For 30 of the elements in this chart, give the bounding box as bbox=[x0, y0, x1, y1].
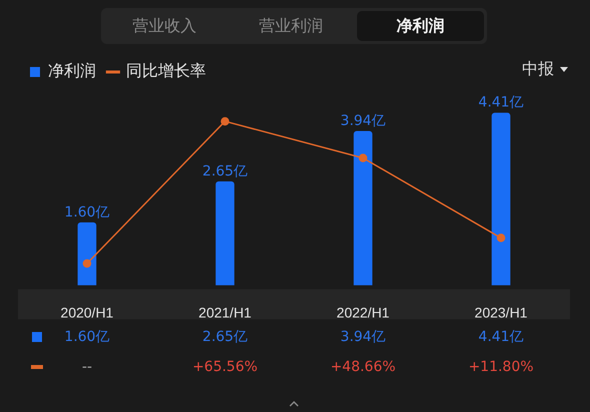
text: 中报 bbox=[522, 59, 554, 80]
text: 4.41亿 bbox=[478, 94, 524, 111]
text: 2.65亿 bbox=[202, 163, 248, 180]
data-label: +65.56% bbox=[192, 358, 258, 375]
text: 1.60亿 bbox=[64, 204, 110, 220]
data-label: 1.60亿 bbox=[64, 328, 110, 345]
data-label: +48.66% bbox=[330, 358, 396, 375]
text: 营业利润 bbox=[258, 15, 324, 37]
point bbox=[496, 234, 506, 242]
data-label: 2.65亿 bbox=[202, 328, 248, 345]
x-tick-label: 2023/H1 bbox=[474, 304, 528, 320]
x-tick-label: 2020/H1 bbox=[60, 304, 114, 320]
data-label: -- bbox=[82, 358, 92, 375]
data-label: 4.41亿 bbox=[478, 328, 524, 345]
bar bbox=[492, 112, 510, 286]
data-label: 3.94亿 bbox=[340, 328, 386, 345]
point bbox=[220, 117, 230, 126]
legend-label: 净利润 bbox=[48, 61, 96, 80]
bar bbox=[78, 222, 96, 286]
point bbox=[358, 154, 368, 162]
bar bbox=[216, 181, 234, 286]
bar bbox=[354, 131, 372, 286]
text: 3.94亿 bbox=[340, 113, 386, 130]
chart-title: 净利润 bbox=[357, 11, 484, 41]
text: 营业收入 bbox=[131, 15, 198, 37]
x-tick-label: 2021/H1 bbox=[198, 304, 252, 320]
point bbox=[82, 259, 92, 268]
data-label: +11.80% bbox=[468, 358, 534, 375]
legend-label: 同比增长率 bbox=[126, 61, 206, 80]
x-tick-label: 2022/H1 bbox=[336, 304, 390, 320]
